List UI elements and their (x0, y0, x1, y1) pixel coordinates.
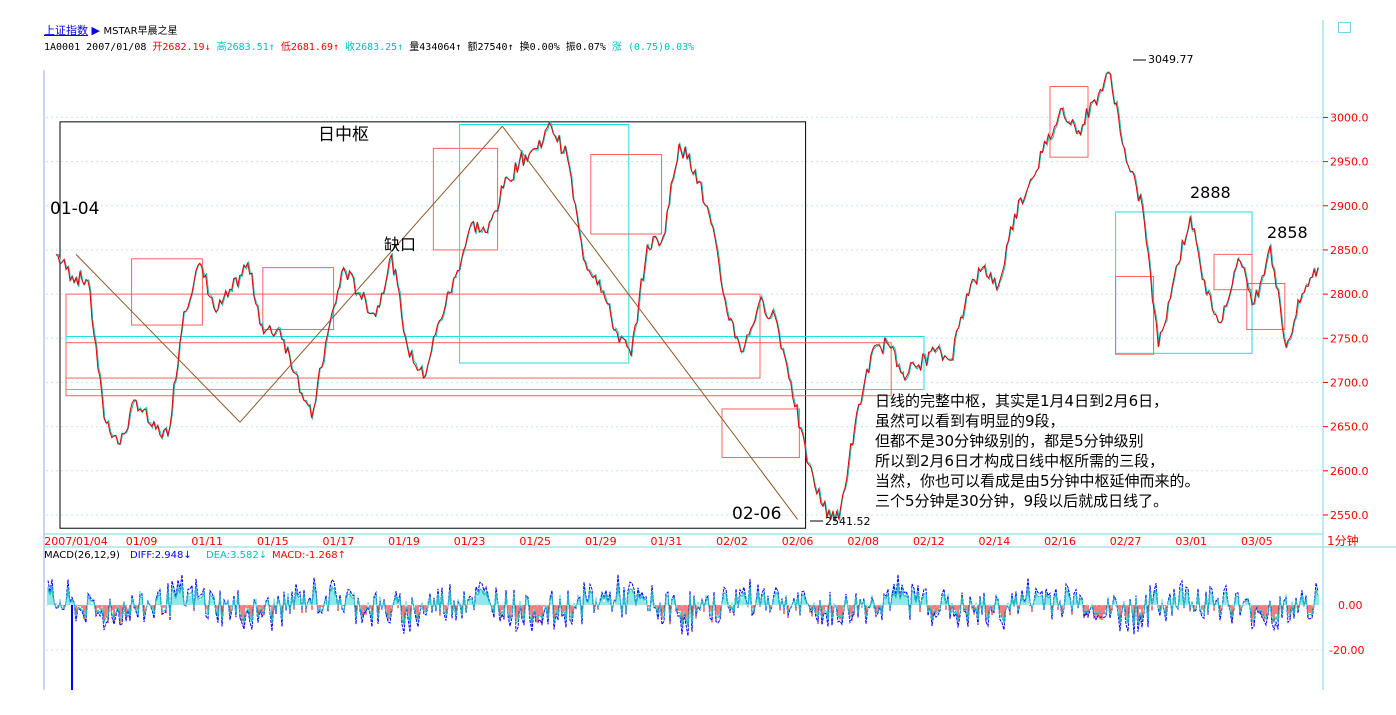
x-tick-label: 02/16 (1044, 535, 1076, 548)
red-pivot-box (1049, 86, 1089, 158)
x-tick-label: 01/25 (519, 535, 551, 548)
x-tick-label: 02/27 (1110, 535, 1142, 548)
x-tick-label: 02/14 (979, 535, 1011, 548)
red-pivot-box (1246, 283, 1286, 330)
red-pivot-box (262, 267, 335, 330)
amount-quote: 额27540↑ (467, 42, 514, 53)
x-tick-label: 02/08 (847, 535, 879, 548)
y-tick-label: 2950.0 (1330, 156, 1369, 169)
index-link[interactable]: 上证指数 (44, 24, 88, 37)
y-tick-label: 2750.0 (1330, 332, 1369, 345)
annotation-day-center: 日中枢 (318, 125, 369, 145)
pivot-segment (75, 254, 241, 423)
red-pivot-box (590, 154, 663, 235)
max-price-label: 3049.77 (1148, 53, 1194, 66)
x-tick-label: 02/06 (782, 535, 814, 548)
macd-tick-neg20: -20.00 (1329, 644, 1364, 657)
cyan-pivot-box (459, 123, 630, 364)
source-name: MSTAR早晨之星 (103, 26, 178, 37)
x-tick-label: 01/15 (257, 535, 289, 548)
red-pivot-box (721, 408, 800, 459)
turnover-quote: 换0.00% (519, 42, 560, 53)
header-row-quote: 1A0001 2007/01/08 开2682.19↓ 高2683.51↑ 低2… (44, 38, 694, 53)
x-tick-label: 2007/01/04 (44, 535, 107, 548)
note-line: 当然，你也可以看成是由5分钟中枢延伸而来的。 (875, 472, 1200, 490)
close-quote: 收2683.25↑ (345, 42, 404, 53)
y-tick-label: 2600.0 (1330, 465, 1369, 478)
diff-label: DIFF:2.948↓ (130, 550, 192, 561)
low-quote: 低2681.69↑ (280, 42, 340, 53)
change-quote: 涨 (0.75)0.03% (611, 42, 695, 53)
high-quote: 高2683.51↑ (216, 42, 275, 53)
y-tick-label: 2850.0 (1330, 244, 1369, 257)
red-pivot-box (432, 147, 499, 251)
amplitude-quote: 振0.07% (565, 42, 606, 53)
x-tick-label: 02/12 (913, 535, 945, 548)
note-line: 但都不是30分钟级别的，都是5分钟级别 (875, 432, 1144, 450)
red-pivot-box (1115, 275, 1155, 355)
macd-value-label: MACD:-1.268↑ (272, 550, 346, 561)
y-tick-label: 2650.0 (1330, 421, 1369, 434)
y-tick-label: 2900.0 (1330, 200, 1369, 213)
macd-header: MACD(26,12,9) DIFF:2.948↓ DEA:3.582↓ MAC… (44, 550, 346, 561)
annotation-2888: 2888 (1190, 183, 1231, 202)
x-tick-label: 01/29 (585, 535, 617, 548)
annotation-end: 02-06 (732, 504, 781, 524)
macd-tick-0: 0.00 (1338, 599, 1363, 612)
x-tick-label: 01/17 (323, 535, 355, 548)
note-line: 日线的完整中枢，其实是1月4日到2月6日， (875, 392, 1168, 410)
x-tick-label: 01/11 (191, 535, 223, 548)
min-price-label: 2541.52 (825, 515, 871, 528)
y-tick-label: 2800.0 (1330, 288, 1369, 301)
header-row-title: 上证指数 ▶ MSTAR早晨之星 (44, 22, 178, 38)
macd-diff-line (47, 574, 1319, 636)
y-tick-label: 2700.0 (1330, 376, 1369, 389)
dea-label: DEA:3.582↓ (206, 550, 267, 561)
note-line: 三个5分钟是30分钟，9段以后就成日线了。 (875, 492, 1168, 510)
note-line: 所以到2月6日才构成日线中枢所需的三段， (875, 452, 1164, 470)
arrow-right-icon[interactable]: ▶ (91, 24, 100, 37)
note-line: 虽然可以看到有明显的9段， (875, 412, 1065, 430)
y-tick-label: 3000.0 (1330, 111, 1369, 124)
open-quote: 开2682.19↓ (152, 42, 211, 53)
y-tick-label: 2550.0 (1330, 509, 1369, 522)
cyan-pivot-box (1115, 211, 1253, 354)
x-tick-label: 01/19 (388, 535, 420, 548)
annotation-gap: 缺口 (384, 235, 416, 254)
red-pivot-box (1213, 253, 1253, 291)
stock-code: 1A0001 (44, 42, 81, 53)
x-tick-label: 03/05 (1241, 535, 1273, 548)
macd-label: MACD(26,12,9) (44, 550, 120, 561)
x-tick-label: 01/23 (454, 535, 486, 548)
red-pivot-box (65, 342, 892, 397)
volume-quote: 量434064↑ (409, 42, 462, 53)
period-label[interactable]: 1分钟 (1327, 533, 1359, 548)
note-text: 日线的完整中枢，其实是1月4日到2月6日， 虽然可以看到有明显的9段， 但都不是… (875, 392, 1200, 510)
maximize-icon[interactable] (1338, 22, 1351, 33)
day-center-frame (59, 121, 807, 529)
price-line (55, 71, 1319, 522)
annotation-start: 01-04 (50, 199, 99, 219)
x-tick-label: 03/01 (1175, 535, 1207, 548)
x-tick-label: 01/09 (126, 535, 158, 548)
x-tick-label: 02/02 (716, 535, 748, 548)
quote-date: 2007/01/08 (86, 42, 147, 53)
red-pivot-box (131, 258, 203, 326)
pivot-segment (502, 125, 798, 520)
annotation-2858: 2858 (1267, 223, 1308, 242)
pivot-segment (239, 125, 503, 423)
x-tick-label: 01/31 (651, 535, 683, 548)
macd-dea-line (47, 583, 1319, 627)
